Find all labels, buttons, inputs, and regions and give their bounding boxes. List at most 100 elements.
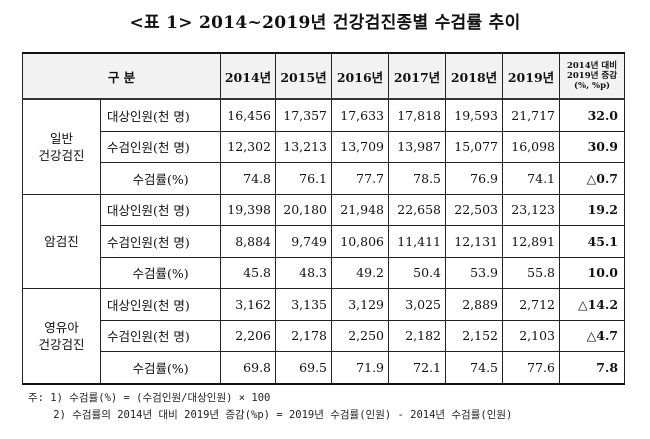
group-label: 암검진 <box>22 193 101 289</box>
cell: 45.8 <box>220 256 277 289</box>
cell: 20,180 <box>275 193 333 226</box>
cell: 69.5 <box>275 351 333 384</box>
row-label: 수검인원(천 명) <box>99 319 222 352</box>
health-checkup-table: 구 분 2014년 2015년 2016년 2017년 2018년 2019년 … <box>21 52 626 385</box>
footnote-1: 주: 1) 수검률(%) = (수검인원/대상인원) × 100 <box>28 392 271 404</box>
cell: 21,948 <box>331 193 390 226</box>
group-label-line1: 일반 <box>49 130 73 146</box>
cell: 69.8 <box>220 351 277 384</box>
header-year: 2014년 <box>220 52 277 100</box>
cell: 13,987 <box>388 130 447 163</box>
cell: 15,077 <box>445 130 504 163</box>
cell: 13,213 <box>275 130 333 163</box>
cell: 13,709 <box>331 130 390 163</box>
cell: 77.7 <box>331 162 390 195</box>
row-label: 수검인원(천 명) <box>99 130 222 163</box>
cell: 16,098 <box>502 130 561 163</box>
cell: 48.3 <box>275 256 333 289</box>
change-cell: △4.7 <box>559 319 626 352</box>
cell: 71.9 <box>331 351 390 384</box>
group-label-line1: 영유아 <box>44 319 79 335</box>
cell: 2,712 <box>502 288 561 321</box>
change-cell: 10.0 <box>559 256 626 289</box>
header-change-line1: 2014년 대비 <box>566 61 618 71</box>
cell: 74.1 <box>502 162 561 195</box>
cell: 3,135 <box>275 288 333 321</box>
change-cell: △0.7 <box>559 162 626 195</box>
change-cell: 30.9 <box>559 130 626 163</box>
cell: 9,749 <box>275 225 333 258</box>
header-year: 2019년 <box>502 52 561 100</box>
table-row: 수검인원(천 명) 2,206 2,178 2,250 2,182 2,152 … <box>23 319 626 352</box>
table-row: 일반 건강검진 대상인원(천 명) 16,456 17,357 17,633 1… <box>22 98 626 195</box>
header-row: 구 분 2014년 2015년 2016년 2017년 2018년 2019년 … <box>21 52 626 100</box>
cell: 2,182 <box>388 319 447 352</box>
header-change-line2: 2019년 증감 <box>566 71 618 81</box>
header-year: 2017년 <box>388 52 447 100</box>
header-category: 구 분 <box>21 52 222 100</box>
header-year: 2015년 <box>275 52 333 100</box>
cell: 3,162 <box>220 288 277 321</box>
cell: 50.4 <box>388 256 447 289</box>
table-row: 수검인원(천 명) 12,302 13,213 13,709 13,987 15… <box>23 130 626 163</box>
cell: 16,456 <box>220 98 277 132</box>
cell: 53.9 <box>445 256 504 289</box>
cell: 12,131 <box>445 225 504 258</box>
cell: 22,503 <box>445 193 504 226</box>
footnote-2: 2) 수검률의 2014년 대비 2019년 증감(%p) = 2019년 수검… <box>28 409 513 421</box>
cell: 2,206 <box>220 319 277 352</box>
cell: 12,302 <box>220 130 277 163</box>
row-label: 수검률(%) <box>99 256 222 289</box>
row-label: 수검인원(천 명) <box>99 225 222 258</box>
cell: 55.8 <box>502 256 561 289</box>
group-label-line2: 건강검진 <box>38 147 85 163</box>
cell: 49.2 <box>331 256 390 289</box>
cell: 10,806 <box>331 225 390 258</box>
table-row: 영유아 건강검진 대상인원(천 명) 3,162 3,135 3,129 3,0… <box>22 288 626 384</box>
cell: 2,103 <box>502 319 561 352</box>
cell: 17,633 <box>331 98 390 132</box>
cell: 74.8 <box>220 162 277 195</box>
cell: 2,250 <box>331 319 390 352</box>
cell: 21,717 <box>502 98 561 132</box>
group-label-line1: 암검진 <box>44 233 79 249</box>
cell: 74.5 <box>445 351 504 384</box>
header-change: 2014년 대비 2019년 증감 (%, %p) <box>559 52 626 100</box>
table-row: 수검률(%) 74.8 76.1 77.7 78.5 76.9 74.1 △0.… <box>23 162 626 195</box>
change-cell: 32.0 <box>559 98 626 132</box>
cell: 2,152 <box>445 319 504 352</box>
cell: 72.1 <box>388 351 447 384</box>
row-label: 수검률(%) <box>99 162 222 195</box>
change-cell: 45.1 <box>559 225 626 258</box>
cell: 19,398 <box>220 193 277 226</box>
header-year: 2016년 <box>331 52 390 100</box>
cell: 17,818 <box>388 98 447 132</box>
cell: 3,129 <box>331 288 390 321</box>
cell: 76.1 <box>275 162 333 195</box>
cell: 76.9 <box>445 162 504 195</box>
cell: 78.5 <box>388 162 447 195</box>
row-label: 대상인원(천 명) <box>99 193 222 226</box>
row-label: 대상인원(천 명) <box>99 288 222 321</box>
row-label: 수검률(%) <box>99 351 222 384</box>
cell: 2,889 <box>445 288 504 321</box>
change-cell: 7.8 <box>559 351 626 384</box>
table-row: 암검진 대상인원(천 명) 19,398 20,180 21,948 22,65… <box>22 193 626 289</box>
change-cell: 19.2 <box>559 193 626 226</box>
cell: 11,411 <box>388 225 447 258</box>
row-label: 대상인원(천 명) <box>99 98 222 132</box>
header-change-line3: (%, %p) <box>573 81 611 91</box>
table-row: 수검률(%) 69.8 69.5 71.9 72.1 74.5 77.6 7.8 <box>23 351 626 384</box>
change-cell: △14.2 <box>559 288 626 321</box>
group-label-line2: 건강검진 <box>38 336 85 352</box>
cell: 3,025 <box>388 288 447 321</box>
cell: 12,891 <box>502 225 561 258</box>
header-year: 2018년 <box>445 52 504 100</box>
table-title: <표 1> 2014~2019년 건강검진종별 수검률 추이 <box>129 13 521 33</box>
cell: 23,123 <box>502 193 561 226</box>
cell: 2,178 <box>275 319 333 352</box>
cell: 77.6 <box>502 351 561 384</box>
group-label: 일반 건강검진 <box>22 98 101 195</box>
cell: 19,593 <box>445 98 504 132</box>
footnotes: 주: 1) 수검률(%) = (수검인원/대상인원) × 100 2) 수검률의… <box>28 390 512 424</box>
